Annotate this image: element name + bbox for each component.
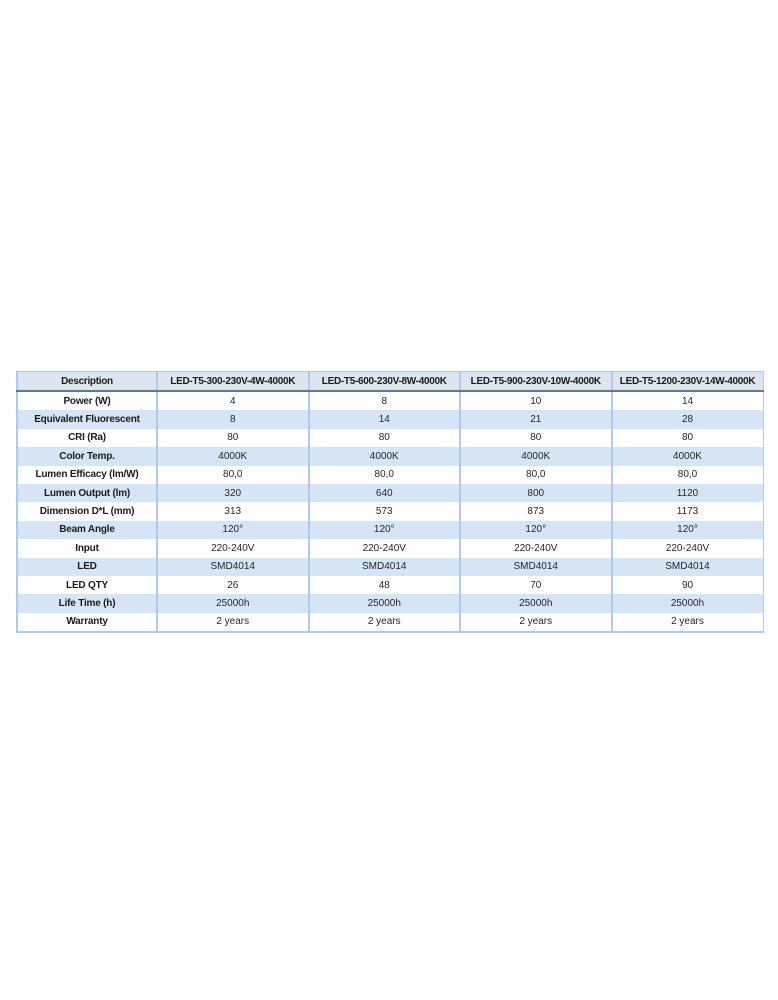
cell-value: SMD4014 <box>156 557 309 576</box>
row-label: Input <box>17 539 157 558</box>
cell-value: 25000h <box>307 594 460 613</box>
cell-value: 1173 <box>610 502 763 521</box>
cell-value: 800 <box>459 483 612 503</box>
cell-value: 2 years <box>307 612 460 633</box>
cell-value: 80 <box>156 428 309 448</box>
cell-value: SMD4014 <box>610 557 763 576</box>
cell-value: 48 <box>307 575 460 595</box>
cell-value: 25000h <box>156 594 309 613</box>
column-header-model: LED-T5-1200-230V-14W-4000K <box>610 371 763 392</box>
cell-value: 120° <box>156 520 309 540</box>
column-header-description: Description <box>17 371 157 392</box>
cell-value: 8 <box>156 410 309 429</box>
cell-value: 80 <box>459 428 612 448</box>
cell-value: 873 <box>459 502 612 521</box>
table-row: Beam Angle 120° 120° 120° 120° <box>17 520 763 540</box>
table-row: Power (W) 4 8 10 14 <box>17 391 763 411</box>
cell-value: 25000h <box>610 594 763 613</box>
row-label: Warranty <box>17 612 157 633</box>
cell-value: 120° <box>307 520 460 540</box>
table-row: Lumen Output (lm) 320 640 800 1120 <box>17 483 763 503</box>
cell-value: 70 <box>459 575 612 595</box>
table-row: LED QTY 26 48 70 90 <box>17 575 763 595</box>
column-header-model: LED-T5-900-230V-10W-4000K <box>459 371 612 392</box>
table-row: Lumen Efficacy (lm/W) 80,0 80,0 80,0 80,0 <box>17 465 763 484</box>
cell-value: 80 <box>307 428 460 448</box>
cell-value: 80,0 <box>307 465 460 484</box>
cell-value: 1120 <box>610 483 763 503</box>
header-row: Description LED-T5-300-230V-4W-4000K LED-T… <box>17 371 763 392</box>
row-label: Lumen Efficacy (lm/W) <box>17 465 157 484</box>
row-label: Color Temp. <box>17 447 157 466</box>
table-row: Input 220-240V 220-240V 220-240V 220-240V <box>17 539 763 558</box>
row-label: Beam Angle <box>17 520 157 540</box>
column-header-model: LED-T5-600-230V-8W-4000K <box>307 371 460 392</box>
cell-value: 4000K <box>459 447 612 466</box>
cell-value: 220-240V <box>307 539 460 558</box>
table-body: Power (W) 4 8 10 14 Equivalent Fluorescent 8 14… <box>17 391 763 633</box>
cell-value: 14 <box>610 391 763 411</box>
cell-value: 26 <box>156 575 309 595</box>
cell-value: 220-240V <box>156 539 309 558</box>
cell-value: 120° <box>459 520 612 540</box>
cell-value: 220-240V <box>459 539 612 558</box>
cell-value: 313 <box>156 502 309 521</box>
table-row: CRI (Ra) 80 80 80 80 <box>17 428 763 448</box>
cell-value: 573 <box>307 502 460 521</box>
row-label: LED <box>17 557 157 576</box>
row-label: Equivalent Fluorescent <box>17 410 157 429</box>
cell-value: 80,0 <box>156 465 309 484</box>
cell-value: 80,0 <box>610 465 763 484</box>
table-row: Equivalent Fluorescent 8 14 21 28 <box>17 410 763 429</box>
cell-value: 320 <box>156 483 309 503</box>
table-row: LED SMD4014 SMD4014 SMD4014 SMD4014 <box>17 557 763 576</box>
cell-value: 4000K <box>610 447 763 466</box>
cell-value: 10 <box>459 391 612 411</box>
cell-value: 4000K <box>307 447 460 466</box>
cell-value: 21 <box>459 410 612 429</box>
cell-value: 4000K <box>156 447 309 466</box>
row-label: Life Time (h) <box>17 594 157 613</box>
table-row: Life Time (h) 25000h 25000h 25000h 25000h <box>17 594 763 613</box>
cell-value: 90 <box>610 575 763 595</box>
cell-value: 25000h <box>459 594 612 613</box>
cell-value: 2 years <box>459 612 612 633</box>
cell-value: 4 <box>156 391 309 411</box>
cell-value: 2 years <box>156 612 309 633</box>
cell-value: 120° <box>610 520 763 540</box>
column-header-model: LED-T5-300-230V-4W-4000K <box>156 371 309 392</box>
table-row: Color Temp. 4000K 4000K 4000K 4000K <box>17 447 763 466</box>
spec-table: Description LED-T5-300-230V-4W-4000K LED-T… <box>16 371 764 634</box>
table-row: Dimension D*L (mm) 313 573 873 1173 <box>17 502 763 521</box>
cell-value: 80 <box>610 428 763 448</box>
cell-value: 220-240V <box>610 539 763 558</box>
cell-value: 640 <box>307 483 460 503</box>
cell-value: SMD4014 <box>459 557 612 576</box>
row-label: CRI (Ra) <box>17 428 157 448</box>
cell-value: 28 <box>610 410 763 429</box>
row-label: Power (W) <box>17 391 157 411</box>
cell-value: 14 <box>307 410 460 429</box>
cell-value: 80,0 <box>459 465 612 484</box>
cell-value: 2 years <box>610 612 763 633</box>
cell-value: SMD4014 <box>307 557 460 576</box>
table-row: Warranty 2 years 2 years 2 years 2 years <box>17 612 763 633</box>
row-label: LED QTY <box>17 575 157 595</box>
row-label: Lumen Output (lm) <box>17 483 157 503</box>
cell-value: 8 <box>307 391 460 411</box>
row-label: Dimension D*L (mm) <box>17 502 157 521</box>
